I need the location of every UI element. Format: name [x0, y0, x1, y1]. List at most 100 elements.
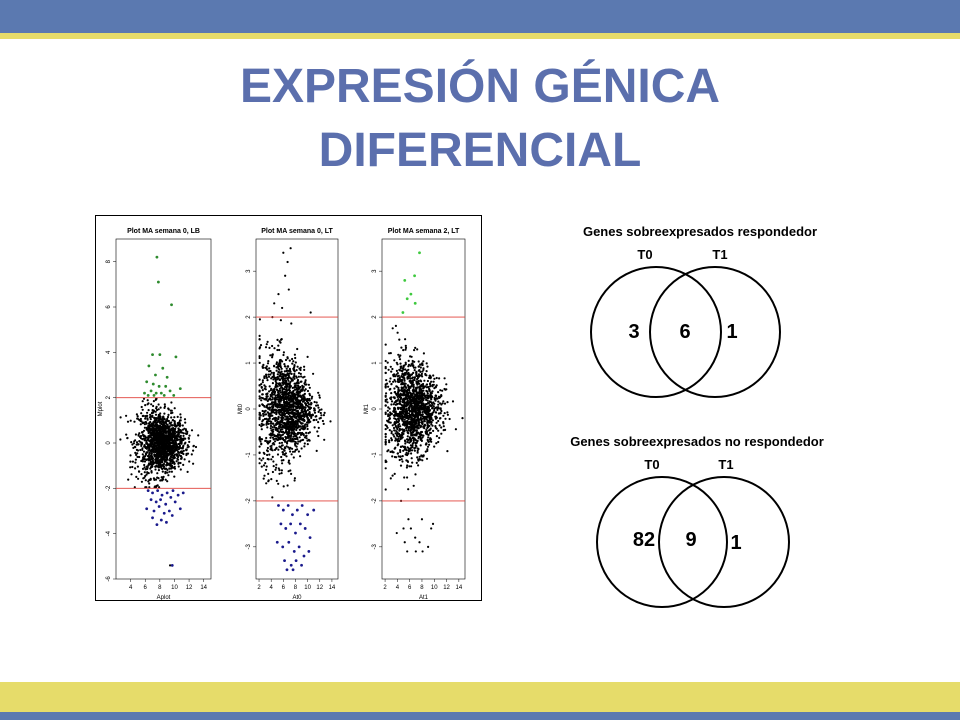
ma-point — [408, 413, 412, 416]
ma-point — [157, 408, 160, 411]
ma-point — [425, 428, 428, 431]
ma-point — [174, 425, 178, 428]
ma-point — [264, 388, 267, 391]
ma-point — [405, 425, 408, 429]
y-axis-label: Mplot — [98, 401, 104, 416]
ma-point — [403, 372, 407, 375]
ma-point — [283, 412, 286, 415]
ma-point — [304, 406, 307, 409]
ma-highlight-point — [173, 500, 177, 504]
ma-outlier-point — [430, 527, 433, 530]
ma-point — [384, 371, 387, 374]
ma-point — [143, 471, 146, 474]
ma-point — [264, 385, 267, 388]
ma-point — [274, 428, 277, 431]
ma-point — [164, 430, 167, 433]
ma-point — [387, 368, 390, 371]
ma-point — [277, 395, 280, 398]
ma-point — [272, 441, 275, 445]
ma-point — [388, 429, 391, 432]
ma-point — [428, 424, 431, 427]
ma-point — [412, 385, 415, 388]
ma-point — [279, 435, 282, 438]
venn-set-label-t1: T1 — [718, 457, 733, 472]
ma-point — [271, 470, 274, 474]
ma-outlier-point — [420, 518, 424, 521]
ma-point — [260, 428, 263, 431]
x-tick-label: 14 — [200, 585, 207, 591]
ma-point — [399, 436, 402, 439]
ma-point — [163, 403, 166, 406]
ma-point — [132, 446, 135, 449]
ma-point — [413, 433, 416, 436]
ma-point — [264, 439, 267, 442]
ma-point — [395, 369, 398, 372]
ma-point — [136, 455, 139, 458]
ma-point — [317, 434, 320, 438]
ma-point — [170, 470, 173, 473]
ma-point — [288, 372, 291, 375]
ma-point — [398, 358, 402, 361]
ma-point — [269, 412, 272, 415]
ma-point — [293, 479, 296, 482]
ma-point — [258, 346, 262, 349]
ma-point — [278, 384, 281, 387]
ma-point — [289, 406, 292, 409]
ma-point — [404, 385, 407, 388]
ma-point — [144, 474, 147, 478]
ma-point — [192, 462, 195, 465]
ma-highlight-point — [275, 540, 279, 544]
ma-point — [169, 434, 172, 438]
ma-point — [136, 417, 139, 420]
ma-point — [145, 422, 148, 425]
ma-point — [276, 376, 279, 379]
ma-highlight-point — [295, 508, 299, 512]
ma-point — [286, 484, 289, 487]
ma-point — [409, 377, 412, 380]
ma-point — [147, 463, 150, 466]
ma-point — [400, 375, 403, 378]
ma-highlight-point — [178, 387, 182, 390]
ma-point — [270, 458, 273, 461]
ma-point — [258, 423, 261, 427]
ma-plot-title: Plot MA semana 0, LB — [127, 228, 200, 235]
ma-highlight-point — [156, 280, 160, 284]
ma-point — [384, 395, 387, 398]
venn-value-only-t1: 1 — [730, 532, 741, 554]
ma-point — [261, 397, 264, 400]
ma-point — [428, 389, 431, 392]
ma-point — [274, 468, 277, 471]
ma-point — [170, 465, 173, 468]
ma-point — [269, 373, 272, 376]
ma-point — [142, 458, 145, 461]
ma-point — [421, 370, 424, 373]
ma-highlight-point — [154, 373, 157, 377]
x-tick-label: 4 — [396, 585, 400, 591]
slide-title-line-2: DIFERENCIAL — [318, 124, 642, 177]
ma-point — [296, 347, 299, 351]
ma-highlight-point — [405, 297, 409, 301]
ma-point — [417, 398, 421, 401]
ma-point — [394, 417, 397, 420]
ma-point — [423, 418, 426, 421]
ma-point — [161, 442, 164, 445]
ma-point — [298, 416, 301, 419]
ma-point — [390, 392, 393, 395]
ma-point — [398, 412, 401, 415]
ma-point — [389, 450, 392, 453]
ma-point — [413, 360, 416, 363]
ma-point — [141, 433, 145, 437]
ma-point — [401, 372, 404, 376]
ma-point — [148, 486, 151, 489]
ma-point — [273, 417, 276, 420]
ma-plot-title: Plot MA semana 2, LT — [388, 228, 460, 235]
ma-point — [411, 411, 414, 414]
ma-point — [430, 440, 433, 443]
ma-point — [438, 412, 442, 415]
ma-point — [435, 421, 438, 424]
ma-point — [172, 460, 175, 463]
ma-point — [146, 399, 149, 402]
ma-point — [282, 351, 285, 354]
ma-point — [281, 421, 284, 424]
venn-no-respondedor: Genes sobreexpresados no respondedor T0 … — [560, 428, 840, 608]
